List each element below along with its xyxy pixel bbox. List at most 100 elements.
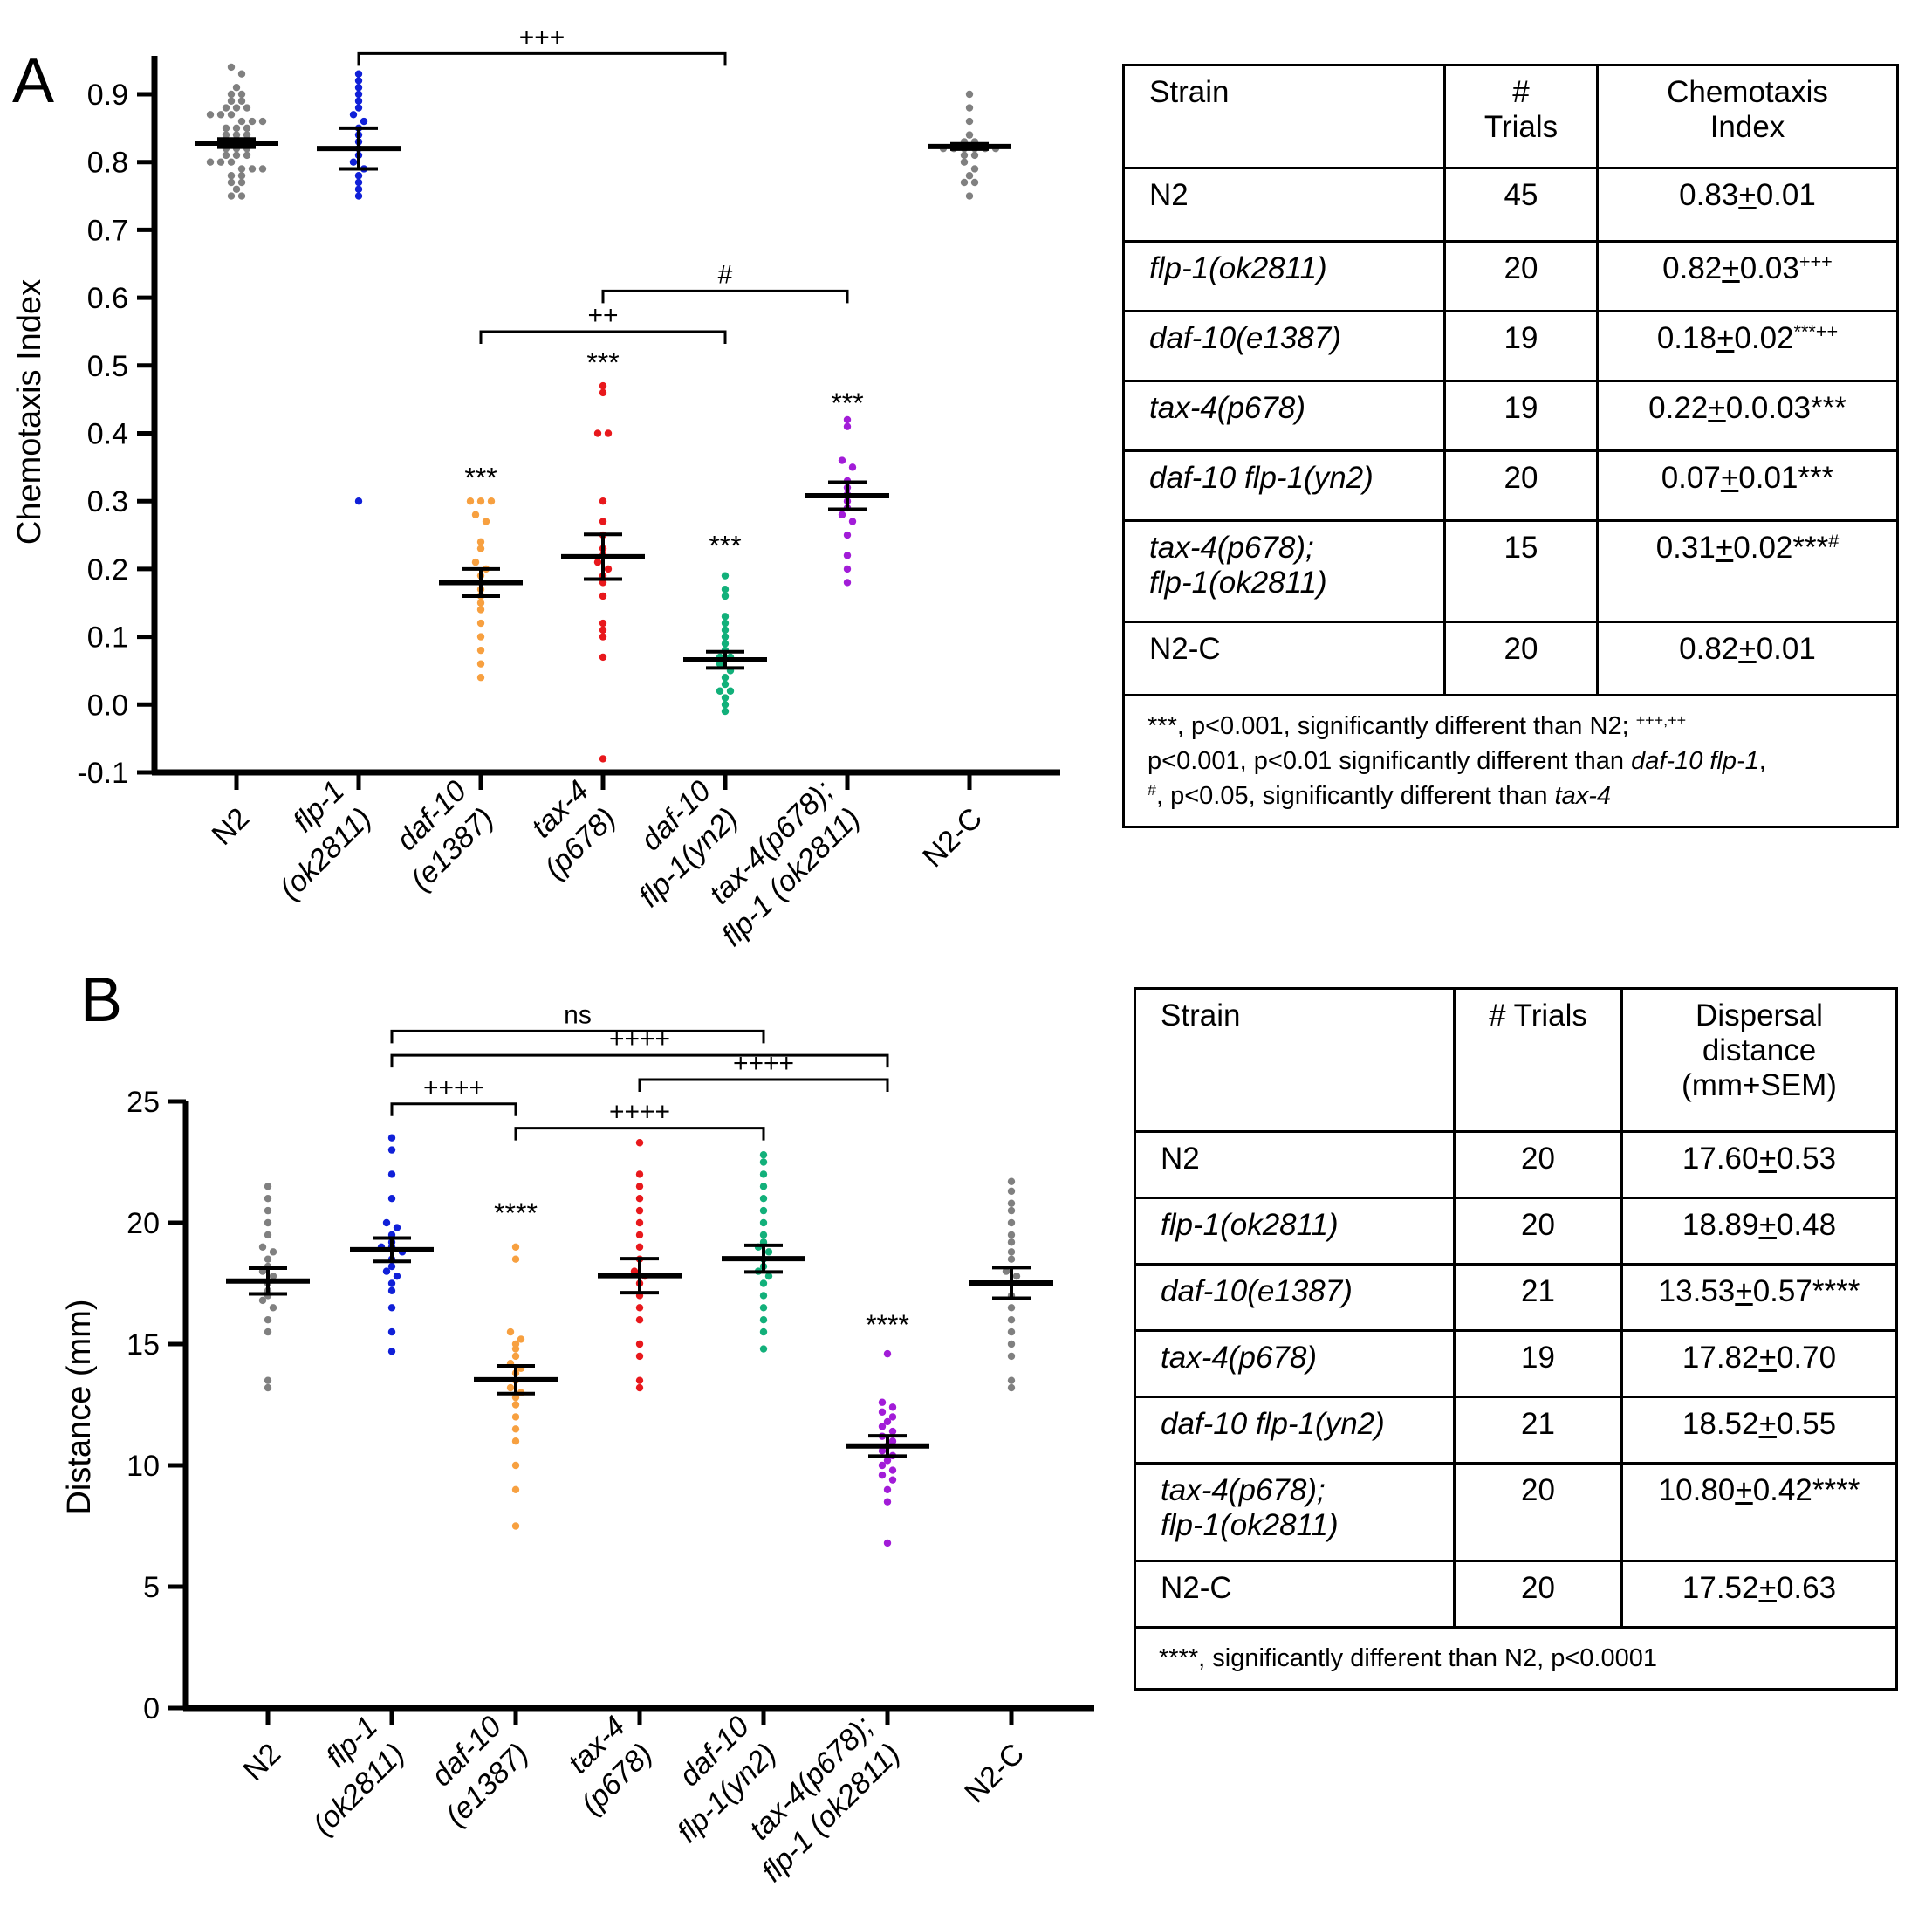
comparison-label: ++++ xyxy=(423,1074,484,1102)
data-point xyxy=(1007,1238,1016,1246)
y-tick-label: 20 xyxy=(127,1207,160,1240)
data-point xyxy=(222,104,230,112)
table-row: daf-10(e1387) 21 13.53+0.57**** xyxy=(1134,1263,1898,1332)
comparison-bracket xyxy=(514,1127,765,1141)
header-trials: # Trials xyxy=(1443,64,1599,169)
data-point xyxy=(1007,1218,1016,1227)
data-point xyxy=(476,545,485,552)
y-tick-label: -0.1 xyxy=(77,757,128,790)
data-point xyxy=(237,192,246,200)
data-point xyxy=(354,84,363,92)
table-b-footnote: ****, significantly different than N2, p… xyxy=(1134,1625,1898,1691)
data-point xyxy=(476,660,485,668)
cell-value: 17.82+0.70 xyxy=(1620,1329,1898,1398)
data-point xyxy=(387,1146,396,1154)
cell-strain: N2 xyxy=(1134,1130,1456,1199)
data-point xyxy=(258,1296,267,1305)
data-point xyxy=(1007,1177,1016,1185)
cell-value: 0.22+0.0.03*** xyxy=(1596,380,1899,452)
data-point xyxy=(264,1218,272,1227)
data-point xyxy=(965,90,974,99)
data-point xyxy=(227,178,236,187)
data-point xyxy=(1007,1231,1016,1239)
data-point xyxy=(237,97,246,105)
data-point xyxy=(382,1218,391,1227)
cell-value: 13.53+0.57**** xyxy=(1620,1263,1898,1332)
comparison-bracket xyxy=(390,1029,765,1044)
data-point xyxy=(264,1183,272,1190)
data-point xyxy=(965,117,974,126)
data-point xyxy=(232,151,241,160)
data-point xyxy=(354,104,363,112)
data-point xyxy=(511,1425,520,1433)
y-tick-label: 0 xyxy=(143,1692,160,1725)
cell-strain: daf-10 flp-1(yn2) xyxy=(1134,1396,1456,1465)
data-point xyxy=(387,1304,396,1312)
comparison-bracket xyxy=(390,1102,517,1116)
comparison-label: +++ xyxy=(519,23,565,51)
data-point xyxy=(232,104,241,112)
data-point xyxy=(354,97,363,105)
data-point xyxy=(759,1195,768,1203)
data-point xyxy=(970,165,979,173)
data-point xyxy=(487,497,496,505)
significance-label: **** xyxy=(866,1309,909,1341)
comparison-label: ++++ xyxy=(609,1025,670,1053)
cell-strain: tax-4(p678); flp-1(ok2811) xyxy=(1134,1462,1456,1562)
data-point xyxy=(232,131,241,139)
data-point xyxy=(721,626,730,635)
data-point xyxy=(721,680,730,689)
table-row: N2 20 17.60+0.53 xyxy=(1134,1130,1898,1199)
data-point xyxy=(759,1206,768,1215)
data-point xyxy=(635,1218,644,1227)
data-point xyxy=(838,456,846,464)
cell-trials: 21 xyxy=(1453,1396,1623,1465)
data-point xyxy=(264,1255,272,1263)
data-point xyxy=(604,429,613,437)
cell-value: 0.82+0.01 xyxy=(1596,621,1899,696)
header-strain: Strain xyxy=(1134,987,1456,1133)
cell-value: 0.82+0.03+++ xyxy=(1596,240,1899,312)
y-tick-label: 5 xyxy=(143,1571,160,1604)
data-point xyxy=(599,381,607,390)
significance-label: *** xyxy=(464,463,497,494)
data-point xyxy=(349,111,358,119)
comparison-label: ++++ xyxy=(609,1098,670,1127)
data-point xyxy=(635,1243,644,1252)
table-row: N2-C 20 0.82+0.01 xyxy=(1122,621,1899,696)
data-point xyxy=(476,599,485,607)
data-point xyxy=(237,70,246,78)
data-point xyxy=(222,151,230,160)
data-point xyxy=(471,558,480,566)
x-tick-label: N2-C xyxy=(958,1737,1031,1809)
data-point xyxy=(883,1498,892,1506)
cell-strain: daf-10(e1387) xyxy=(1122,310,1446,382)
data-point xyxy=(965,192,974,200)
data-point xyxy=(759,1279,768,1287)
comparison-bracket xyxy=(357,51,727,66)
cell-strain: tax-4(p678); flp-1(ok2811) xyxy=(1122,519,1446,623)
data-point xyxy=(635,1170,644,1178)
cell-trials: 20 xyxy=(1443,449,1599,522)
table-row: tax-4(p678) 19 17.82+0.70 xyxy=(1134,1329,1898,1398)
data-point xyxy=(599,388,607,397)
data-point xyxy=(476,646,485,655)
data-point xyxy=(883,1417,892,1426)
y-axis-label: Chemotaxis Index xyxy=(11,279,48,545)
data-point xyxy=(960,151,969,160)
cell-trials: 20 xyxy=(1453,1560,1623,1629)
data-point xyxy=(635,1183,644,1190)
header-trials: # Trials xyxy=(1453,987,1623,1133)
data-point xyxy=(232,185,241,193)
data-point xyxy=(354,77,363,85)
data-point xyxy=(883,1457,892,1465)
data-point xyxy=(517,1335,525,1343)
cell-trials: 45 xyxy=(1443,167,1599,243)
data-point xyxy=(1007,1199,1016,1207)
cell-trials: 19 xyxy=(1443,310,1599,382)
data-point xyxy=(888,1437,897,1445)
data-point xyxy=(354,178,363,187)
cell-trials: 20 xyxy=(1453,1462,1623,1562)
x-tick-label: N2 xyxy=(237,1737,288,1787)
data-point xyxy=(387,1348,396,1355)
